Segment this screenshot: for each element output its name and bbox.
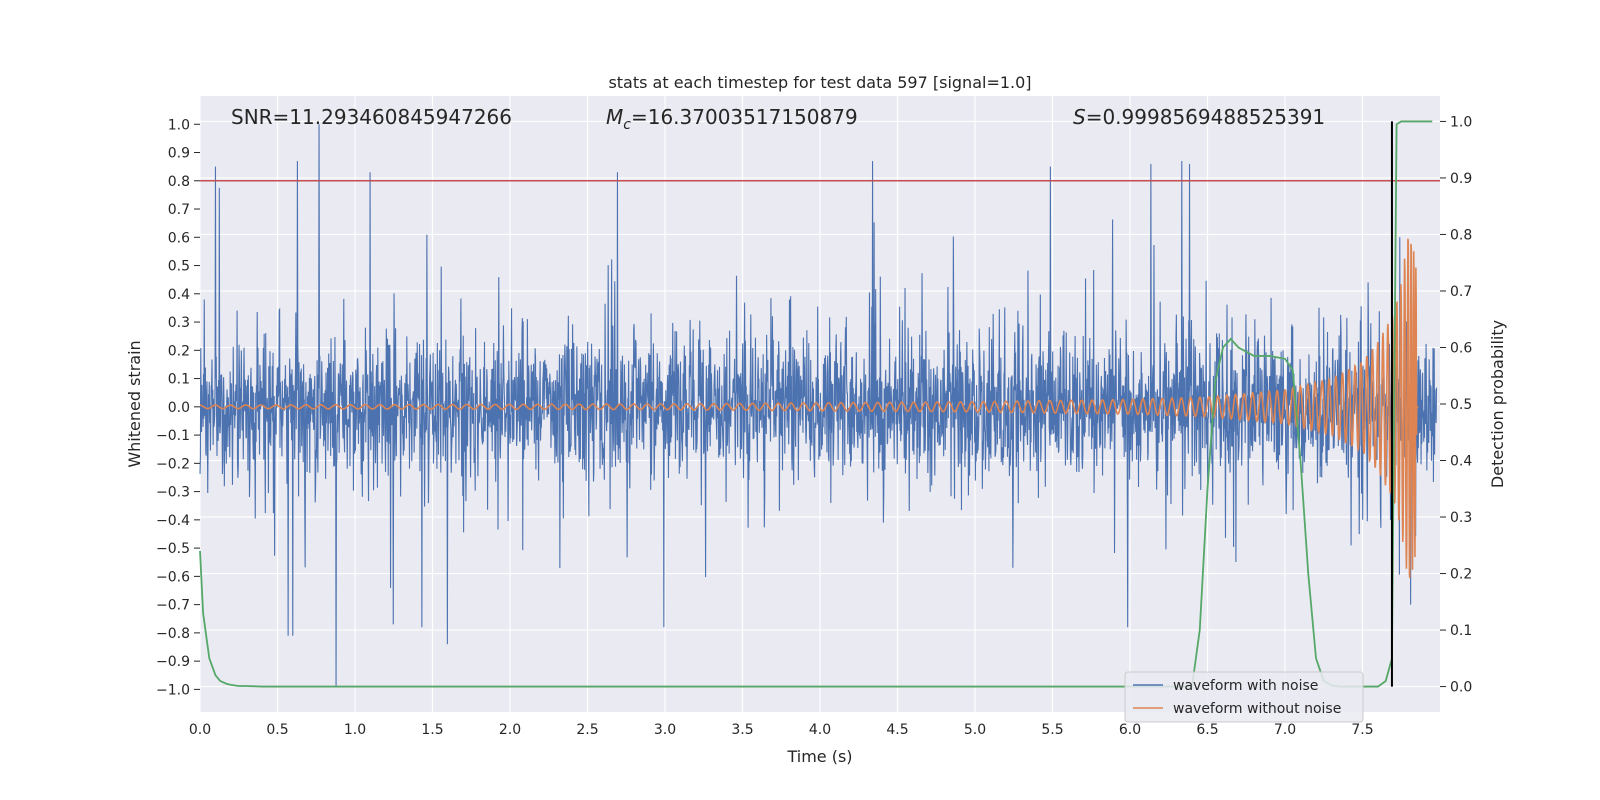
y-tick-label: −0.8: [156, 626, 190, 642]
y-tick-label: 0.2: [168, 343, 190, 359]
y-tick-label: −0.5: [156, 541, 190, 557]
chirp-trace: [199, 238, 1419, 579]
y2-tick-label: 0.4: [1450, 454, 1472, 470]
y-tick-label: −0.9: [156, 654, 190, 670]
x-tick-label: 6.0: [1119, 722, 1141, 738]
y-tick-label: 0.9: [168, 146, 190, 162]
y2-tick-label: 0.5: [1450, 397, 1472, 413]
y-tick-label: −0.4: [156, 513, 190, 529]
snr-annotation: SNR=11.293460845947266: [231, 105, 512, 129]
series-waveform-without-noise: [199, 238, 1419, 579]
x-tick-label: 6.5: [1196, 722, 1218, 738]
legend-label-noise: waveform with noise: [1173, 678, 1318, 694]
y2-tick-labels: 1.0 0.9 0.8 0.7 0.6 0.5 0.4 0.3 0.2 0.1 0.0: [1440, 114, 1472, 696]
x-tick-label: 4.5: [886, 722, 908, 738]
x-tick-label: 3.5: [731, 722, 753, 738]
x-axis-label: Time (s): [786, 747, 852, 766]
chart-title: stats at each timestep for test data 597…: [608, 73, 1031, 92]
series-waveform-with-noise: [199, 124, 1438, 687]
s-annotation: S=0.9998569488525391: [1073, 105, 1325, 129]
y-axis-label: Whitened strain: [125, 340, 144, 467]
x-tick-label: 3.0: [654, 722, 676, 738]
x-tick-label: 2.0: [499, 722, 521, 738]
s-symbol: S: [1073, 105, 1086, 129]
chirp-mass-subscript: c: [623, 117, 631, 133]
y-tick-label: 0.5: [168, 259, 190, 275]
noise-trace: [199, 124, 1438, 687]
y2-tick-label: 0.8: [1450, 227, 1472, 243]
y-tick-label: 0.0: [168, 400, 190, 416]
x-tick-label: 2.5: [576, 722, 598, 738]
y-tick-label: −0.7: [156, 598, 190, 614]
x-tick-label: 7.0: [1274, 722, 1296, 738]
y2-tick-label: 0.0: [1450, 680, 1472, 696]
y2-tick-label: 0.6: [1450, 340, 1472, 356]
y2-tick-label: 1.0: [1450, 114, 1472, 130]
y-tick-label: 0.7: [168, 202, 190, 218]
y-tick-label: 0.6: [168, 230, 190, 246]
y2-axis-label: Detection probability: [1488, 320, 1507, 488]
y-tick-labels: 1.0 0.9 0.8 0.7 0.6 0.5 0.4 0.3 0.2 0.1 0.0 −0.1 −0.…: [156, 117, 200, 698]
y-tick-label: 0.3: [168, 315, 190, 331]
y2-tick-label: 0.7: [1450, 284, 1472, 300]
y-tick-label: 1.0: [168, 117, 190, 133]
x-tick-label: 0.0: [189, 722, 211, 738]
y2-tick-label: 0.1: [1450, 623, 1472, 639]
x-tick-labels: 0.0 0.5 1.0 1.5 2.0 2.5 3.0 3.5 4.0 4.5 5.0 5.5 6.0 6…: [189, 722, 1374, 738]
y-tick-label: 0.8: [168, 174, 190, 190]
legend-box: [1124, 671, 1364, 723]
y-tick-label: −0.1: [156, 428, 190, 444]
legend: waveform with noise waveform without noi…: [1124, 671, 1364, 723]
s-value: =0.9998569488525391: [1086, 105, 1325, 129]
legend-label-clean: waveform without noise: [1173, 701, 1341, 717]
y2-tick-label: 0.3: [1450, 510, 1472, 526]
y-tick-label: −0.2: [156, 456, 190, 472]
chirp-mass-symbol: M: [606, 105, 623, 129]
y-tick-label: 0.1: [168, 372, 190, 388]
x-tick-label: 5.0: [964, 722, 986, 738]
y-tick-label: −0.3: [156, 485, 190, 501]
y-tick-label: −0.6: [156, 569, 190, 585]
chirp-mass-annotation: Mc=16.37003517150879: [606, 105, 858, 133]
x-tick-label: 4.0: [809, 722, 831, 738]
x-tick-label: 1.0: [344, 722, 366, 738]
chirp-mass-value: =16.37003517150879: [631, 105, 858, 129]
y2-tick-label: 0.9: [1450, 171, 1472, 187]
x-tick-label: 1.5: [421, 722, 443, 738]
x-tick-label: 0.5: [266, 722, 288, 738]
y-tick-label: −1.0: [156, 682, 190, 698]
x-tick-label: 5.5: [1041, 722, 1063, 738]
y2-tick-label: 0.2: [1450, 567, 1472, 583]
y-tick-label: 0.4: [168, 287, 190, 303]
x-tick-label: 7.5: [1351, 722, 1373, 738]
